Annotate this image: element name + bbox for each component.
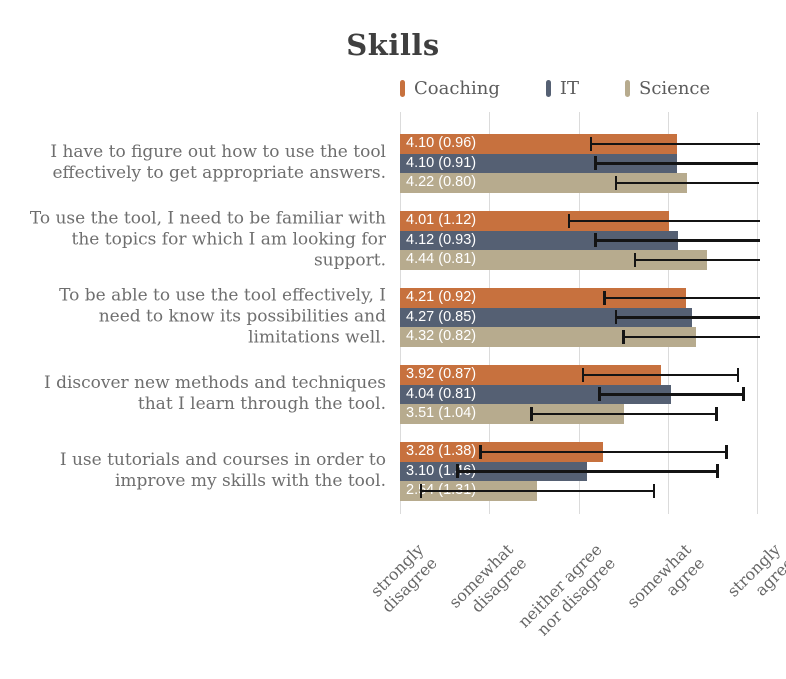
- bar-value-label: 4.10 (0.96): [406, 135, 477, 152]
- legend-label: Coaching: [414, 77, 500, 99]
- error-bar-line: [595, 239, 760, 242]
- gridline: [757, 112, 758, 514]
- error-bar-line: [615, 316, 760, 319]
- bar-it: [400, 384, 672, 404]
- error-bar-cap-left: [479, 444, 482, 459]
- error-bar-cap-left: [603, 290, 606, 305]
- error-bar-cap-left: [633, 252, 637, 267]
- error-bar-line: [568, 219, 760, 222]
- chart-title: Skills: [346, 28, 440, 62]
- error-bar-line: [634, 258, 760, 261]
- x-tick-label: strongly agree: [723, 540, 786, 601]
- error-bar-cap-left: [622, 329, 625, 344]
- error-bar-cap-right: [742, 387, 745, 402]
- bar-value-label: 3.92 (0.87): [406, 366, 477, 383]
- bar-value-label: 4.12 (0.93): [406, 231, 477, 248]
- error-bar-cap-left: [614, 175, 618, 190]
- error-bar-cap-left: [589, 136, 593, 151]
- error-bar-line: [582, 373, 739, 376]
- bar-it: [400, 230, 679, 250]
- error-bar-line: [480, 450, 727, 453]
- x-tick-label: somewhat disagree: [444, 540, 531, 617]
- error-bar-cap-left: [594, 156, 597, 171]
- error-bar-cap-left: [456, 464, 459, 479]
- error-bar-cap-left: [419, 483, 423, 498]
- error-bar-line: [599, 393, 744, 396]
- error-bar-line: [604, 296, 760, 299]
- category-label: To be able to use the tool effectively, …: [59, 285, 386, 348]
- legend-swatch-icon: [625, 79, 631, 97]
- error-bar-cap-left: [598, 387, 601, 402]
- bar-science: [400, 404, 625, 424]
- legend: Coaching IT Science: [400, 77, 710, 99]
- bar-coaching: [400, 134, 677, 154]
- bar-value-label: 3.51 (1.04): [406, 405, 477, 422]
- error-bar-cap-right: [716, 464, 719, 479]
- legend-item-science: Science: [625, 78, 710, 99]
- x-tick-label: neither agree nor disagree: [514, 540, 620, 640]
- bar-value-label: 4.21 (0.92): [406, 289, 477, 306]
- bar-science: [400, 250, 708, 270]
- error-bar-cap-left: [530, 406, 533, 421]
- category-label: To use the tool, I need to be familiar w…: [29, 208, 386, 271]
- error-bar-line: [623, 335, 760, 338]
- legend-item-it: IT: [545, 77, 580, 99]
- bar-value-label: 4.01 (1.12): [406, 212, 477, 229]
- bar-value-label: 4.04 (0.81): [406, 385, 477, 402]
- legend-label: IT: [559, 77, 580, 99]
- bar-value-label: 4.10 (0.91): [406, 154, 477, 171]
- error-bar-cap-left: [594, 233, 597, 248]
- error-bar-line: [531, 412, 717, 415]
- error-bar-cap-right: [736, 367, 740, 382]
- bar-coaching: [400, 365, 661, 385]
- bar-value-label: 4.22 (0.80): [406, 174, 477, 191]
- bar-it: [400, 307, 692, 327]
- legend-swatch-icon: [400, 79, 405, 97]
- bar-it: [400, 153, 677, 173]
- error-bar-cap-left: [614, 310, 618, 325]
- bar-value-label: 4.32 (0.82): [406, 328, 477, 345]
- bar-coaching: [400, 288, 687, 308]
- category-label: I have to figure out how to use the tool…: [50, 142, 386, 184]
- legend-item-coaching: Coaching: [400, 78, 500, 99]
- error-bar-line: [595, 162, 758, 165]
- bar-value-label: 4.44 (0.81): [406, 251, 477, 268]
- category-label: I discover new methods and techniques th…: [43, 373, 386, 415]
- error-bar-cap-left: [567, 213, 571, 228]
- x-tick-label: somewhat agree: [623, 540, 709, 612]
- x-tick-label: strongly disagree: [366, 540, 441, 617]
- category-label: I use tutorials and courses in order to …: [59, 450, 386, 492]
- error-bar-cap-right: [725, 444, 728, 459]
- error-bar-line: [457, 470, 718, 473]
- error-bar-cap-right: [715, 406, 718, 421]
- bar-coaching: [400, 211, 669, 231]
- error-bar-cap-right: [652, 483, 656, 498]
- error-bar-cap-left: [581, 367, 585, 382]
- bar-value-label: 3.28 (1.38): [406, 443, 477, 460]
- error-bar-line: [590, 142, 760, 145]
- legend-swatch-icon: [545, 79, 551, 97]
- error-bar-line: [615, 181, 759, 184]
- error-bar-line: [420, 489, 655, 492]
- bar-value-label: 4.27 (0.85): [406, 308, 477, 325]
- legend-label: Science: [639, 77, 711, 99]
